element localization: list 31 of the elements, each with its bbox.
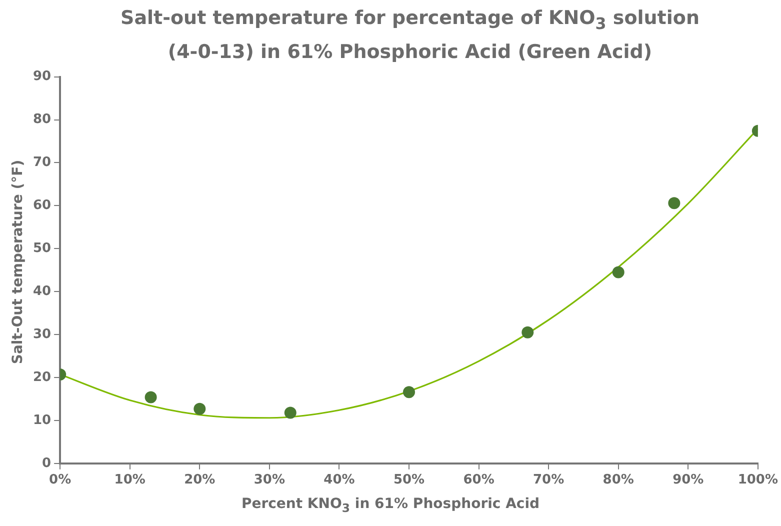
point [144,391,157,404]
x-tick-label: 70% [533,472,564,488]
y-tick-label: 60 [32,198,52,214]
point [194,402,206,415]
y-tick-label: 80 [32,112,52,128]
x-axis-title: Percent KNO$_{3}$ in 61% Phosphoric Acid [240,496,541,515]
x-tick-label: 80% [602,472,634,488]
y-tick-label: 70 [32,155,52,170]
y-tick-label: 10 [32,412,52,428]
point [612,266,624,278]
y-tick-label: 90 [32,69,52,84]
x-tick-label: 20% [184,472,216,488]
point [668,197,680,210]
y-axis-title: Salt-Out temperature (°F) [10,160,26,364]
y-tick-label: 40 [32,284,52,299]
y-tick-label: 50 [32,240,52,256]
x-tick-label: 0% [49,472,72,488]
point [403,386,416,398]
y-tick-label: 20 [32,370,52,385]
chart-title: Salt-out temperature for percentage of KNO$_{3}$ solution (4-0-13) in 61% Phosphoric Acid (Green Acid) [120,6,700,65]
x-tick-label: 40% [324,472,355,488]
x-tick-label: 100% [738,472,778,488]
y-tick-label: 30 [32,326,52,342]
y-tick-label: 0 [42,456,52,471]
point [522,326,534,338]
point [284,406,296,419]
x-tick-label: 60% [463,472,494,488]
x-tick-label: 50% [393,472,425,488]
x-tick-label: 30% [254,472,285,488]
x-tick-label: 10% [114,472,146,488]
x-tick-label: 90% [672,472,704,488]
